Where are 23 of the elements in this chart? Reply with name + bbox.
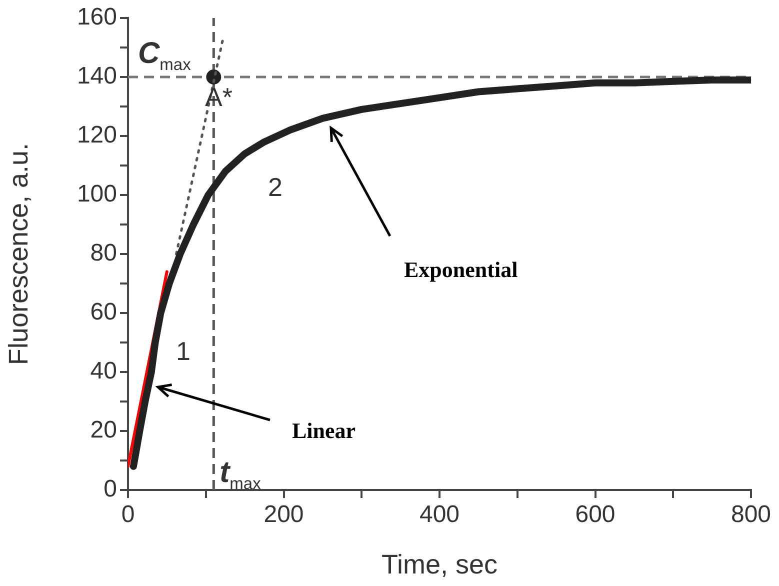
ref-line-label: C$_{max}$	[138, 37, 191, 74]
y-axis-title: Fluorescence, a.u.	[4, 142, 34, 366]
annotation: Linear	[292, 418, 356, 443]
y-tick-label: 0	[104, 476, 117, 503]
y-tick-label: 120	[76, 122, 117, 149]
y-tick-label: 60	[90, 298, 117, 326]
annotation: A*	[205, 82, 232, 112]
y-tick-label: 140	[76, 62, 117, 90]
annotation: Exponential	[404, 257, 518, 282]
x-tick-label: 400	[419, 501, 460, 528]
ref-line-label: t$_{max}$	[220, 456, 261, 493]
x-axis-title: Time, sec	[381, 549, 498, 580]
x-tick-label: 600	[575, 501, 616, 528]
x-tick-label: 800	[730, 501, 772, 528]
annotation: 2	[268, 172, 282, 202]
y-tick-label: 100	[76, 180, 117, 208]
y-tick-label: 80	[90, 240, 117, 267]
y-tick-label: 160	[76, 4, 117, 31]
y-tick-label: 20	[90, 416, 117, 444]
x-tick-label: 200	[264, 501, 304, 528]
y-tick-label: 40	[90, 358, 117, 385]
x-tick-label: 0	[121, 501, 135, 528]
annotation: 1	[176, 336, 190, 366]
